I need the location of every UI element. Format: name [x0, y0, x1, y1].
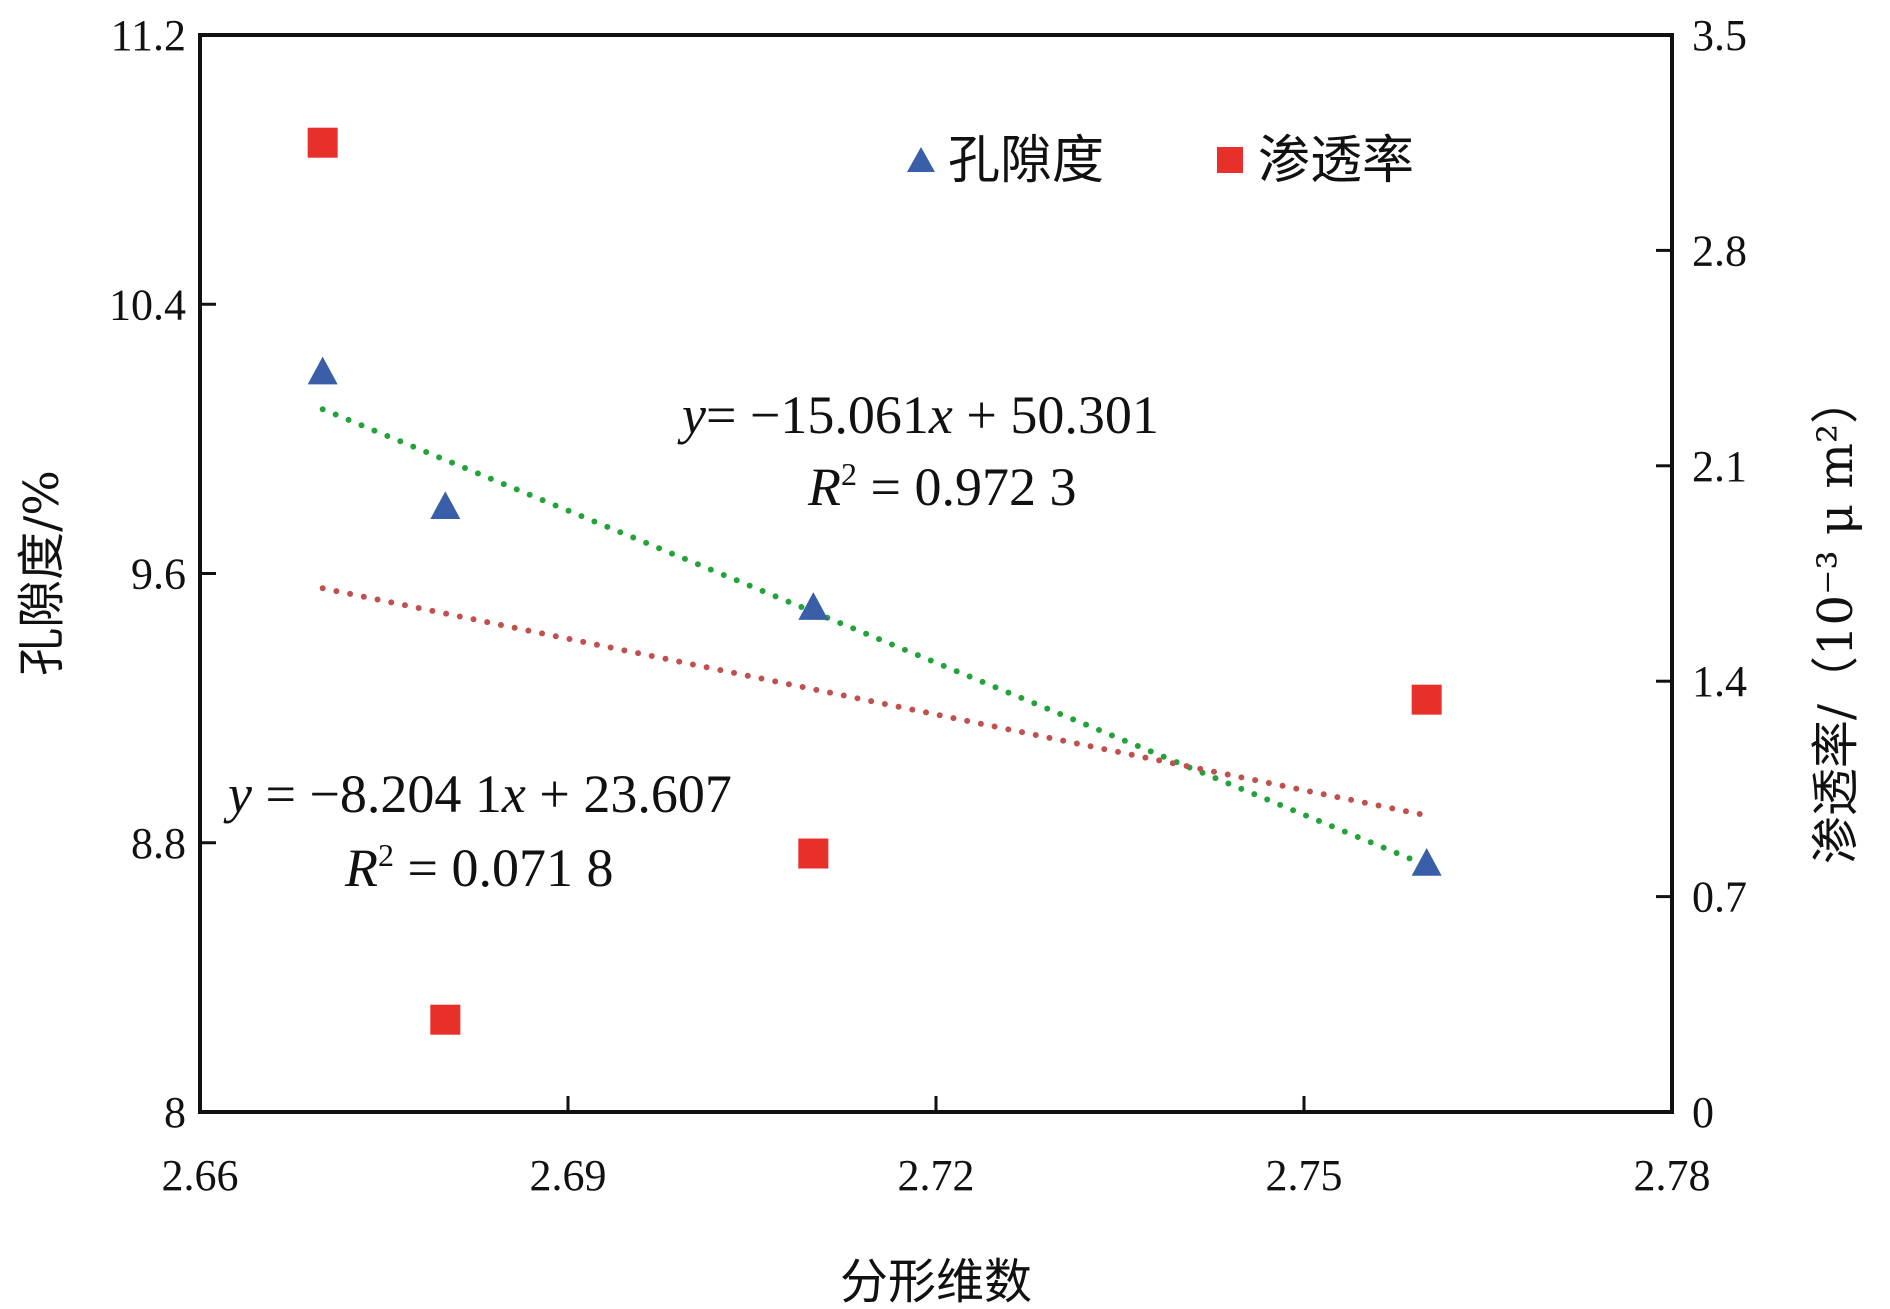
y-right-axis-title: 渗透率/（10⁻³ μ m²） [1808, 376, 1864, 864]
x-axis-ticks: 2.66 2.69 2.72 2.75 2.78 [162, 1096, 1711, 1200]
y-left-axis-title: 孔隙度/% [14, 470, 70, 676]
r2-label: R [344, 838, 378, 898]
legend-marker-square [1217, 147, 1243, 173]
x-tick-label: 2.72 [898, 1151, 975, 1200]
y-right-tick-label: 0.7 [1692, 873, 1747, 922]
trendline-r2-porosity: R2 = 0.972 3 [807, 456, 1076, 517]
eq2-x: x [501, 764, 526, 824]
eq1-rhs: = −15.061 [706, 385, 929, 445]
trendline-permeability [319, 585, 1430, 819]
permeability-point [430, 1004, 461, 1035]
permeability-point [307, 127, 338, 158]
y-left-tick-label: 8.8 [131, 819, 186, 868]
r1-label: R [807, 457, 841, 517]
trendline-equation-permeability: y = −8.204 1x + 23.607 [223, 764, 732, 824]
eq2-tail: + 23.607 [526, 764, 732, 824]
eq2-rhs: = −8.204 1 [252, 764, 502, 824]
permeability-point [1411, 684, 1442, 715]
trendline-equation-porosity: y= −15.061x + 50.301 [677, 385, 1159, 445]
legend-label-porosity: 孔隙度 [948, 131, 1104, 191]
trendline-porosity [319, 406, 1430, 869]
x-axis-title: 分形维数 [840, 1254, 1032, 1309]
legend-label-permeability: 渗透率 [1258, 131, 1414, 191]
y-right-axis-ticks: 0 0.7 1.4 2.1 2.8 3.5 [1656, 11, 1747, 1137]
eq1-tail: + 50.301 [953, 385, 1159, 445]
legend-marker-triangle [907, 147, 935, 172]
x-tick-label: 2.69 [530, 1151, 607, 1200]
y-right-tick-label: 3.5 [1692, 11, 1747, 60]
data-markers [307, 127, 1442, 1035]
y-right-tick-label: 0 [1692, 1088, 1714, 1137]
eq1-x: x [928, 385, 953, 445]
trend-lines [319, 406, 1430, 869]
y-right-tick-label: 1.4 [1692, 657, 1747, 706]
x-tick-label: 2.66 [162, 1151, 239, 1200]
permeability-point [798, 838, 829, 869]
y-left-tick-label: 11.2 [111, 11, 186, 60]
y-left-tick-label: 9.6 [131, 550, 186, 599]
r2-sup: 2 [378, 837, 394, 873]
r2-value: = 0.071 8 [394, 838, 613, 898]
y-right-tick-label: 2.1 [1692, 442, 1747, 491]
legend: 孔隙度 渗透率 [907, 131, 1414, 191]
porosity-point [430, 491, 461, 519]
trendline-r2-permeability: R2 = 0.071 8 [344, 837, 613, 898]
plot-frame [198, 33, 1674, 1114]
r1-value: = 0.972 3 [857, 457, 1076, 517]
x-tick-label: 2.78 [1634, 1151, 1711, 1200]
y-right-tick-label: 2.8 [1692, 226, 1747, 275]
eq1-y: y [677, 385, 706, 445]
r1-sup: 2 [841, 456, 857, 492]
porosity-point [798, 592, 829, 620]
porosity-point [307, 356, 338, 385]
y-left-tick-label: 10.4 [109, 280, 186, 329]
x-tick-label: 2.75 [1266, 1151, 1343, 1200]
y-left-axis-ticks: 8 8.8 9.6 10.4 11.2 [109, 11, 216, 1137]
eq2-y: y [223, 764, 252, 824]
porosity-point [1411, 847, 1442, 876]
y-left-tick-label: 8 [164, 1088, 186, 1137]
